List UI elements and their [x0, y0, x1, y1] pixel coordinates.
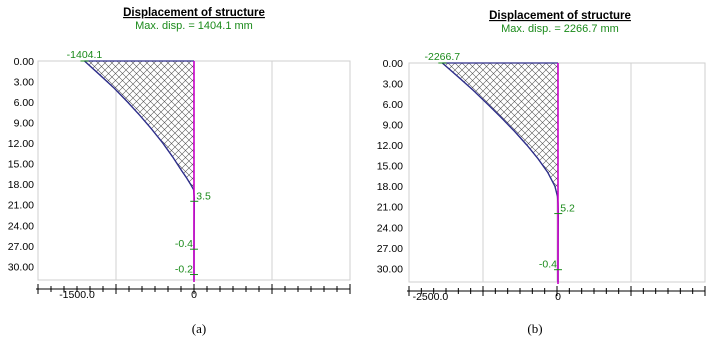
chart-title: Displacement of structure	[489, 10, 631, 22]
y-tick-label: 0.00	[14, 56, 35, 68]
data-label: -0.2	[175, 264, 193, 276]
data-labels: -2266.7 5.2 -0.4	[425, 51, 576, 271]
y-tick-label: 30.00	[377, 263, 403, 275]
y-tick-label: 15.00	[8, 159, 34, 171]
displacement-area	[441, 62, 560, 282]
y-tick-label: 21.00	[377, 202, 403, 214]
y-tick-label: 9.00	[14, 118, 35, 130]
y-tick-label: 27.00	[8, 241, 34, 253]
chart-panel-a: Displacement of structure Max. disp. = 1…	[8, 7, 351, 336]
x-tick-label: -2500.0	[413, 291, 449, 303]
y-tick-label: 24.00	[377, 222, 403, 234]
y-tick-label: 3.00	[383, 79, 404, 91]
y-tick-label: 12.00	[377, 140, 403, 152]
y-tick-label: 27.00	[377, 243, 403, 255]
y-tick-label: 6.00	[383, 99, 404, 111]
x-tick-label: -1500.0	[59, 289, 95, 301]
data-label: 5.2	[560, 203, 575, 215]
plot-axes: 0.00 3.00 6.00 9.00 12.00 15.00 18.00 21.00 24.0…	[377, 58, 706, 303]
y-tick-label: 30.00	[8, 261, 34, 273]
figure-caption: (b)	[527, 321, 542, 336]
x-tick-label-zero: 0	[191, 289, 197, 301]
figure-caption: (a)	[192, 321, 206, 336]
data-label: -1404.1	[67, 49, 103, 61]
data-label: -0.4	[175, 238, 193, 250]
y-tick-label: 15.00	[377, 161, 403, 173]
data-label: 3.5	[196, 190, 211, 202]
y-tick-label: 24.00	[8, 220, 34, 232]
chart-subtitle: Max. disp. = 1404.1 mm	[135, 20, 253, 32]
x-tick-label-zero: 0	[555, 291, 561, 303]
chart-subtitle: Max. disp. = 2266.7 mm	[501, 23, 619, 35]
y-tick-label: 0.00	[383, 58, 404, 70]
chart-panel-b: Displacement of structure Max. disp. = 2…	[377, 10, 706, 336]
y-tick-label: 12.00	[8, 138, 34, 150]
plot-axes: 0.00 3.00 6.00 9.00 12.00 15.00 18.00 21.00 24.0…	[8, 56, 351, 301]
y-tick-label: 18.00	[8, 179, 34, 191]
y-tick-label: 9.00	[383, 120, 404, 132]
data-label: -0.4	[539, 259, 557, 271]
hatched-fill	[442, 63, 559, 282]
data-labels: -1404.1 3.5 -0.4 -0.2	[67, 49, 211, 276]
y-tick-label: 6.00	[14, 97, 35, 109]
y-tick-label: 21.00	[8, 200, 34, 212]
y-tick-label: 18.00	[377, 181, 403, 193]
hatched-fill	[84, 61, 195, 280]
y-tick-label: 3.00	[14, 77, 35, 89]
chart-title: Displacement of structure	[123, 7, 265, 19]
data-label: -2266.7	[425, 51, 461, 63]
